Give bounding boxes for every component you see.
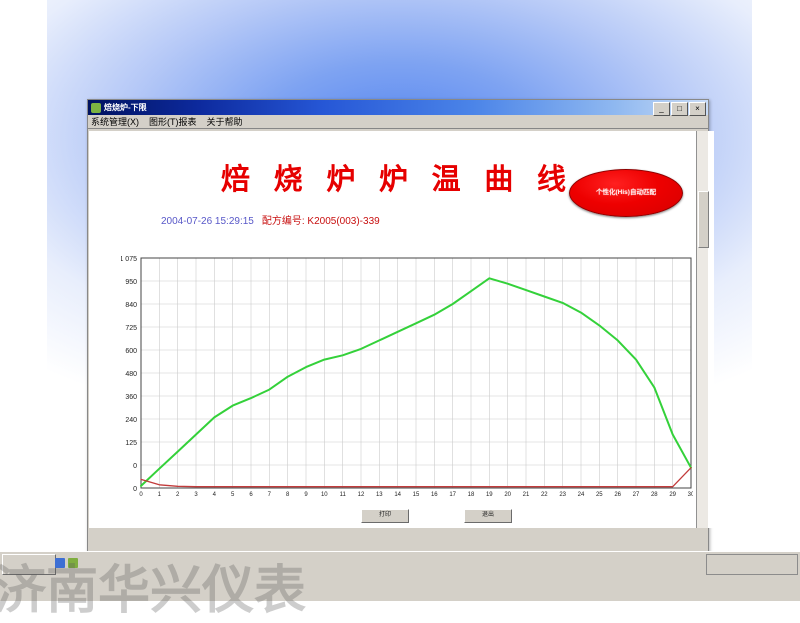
svg-text:0: 0 <box>133 463 137 470</box>
svg-text:24: 24 <box>578 492 585 496</box>
svg-text:28: 28 <box>651 492 658 496</box>
svg-text:23: 23 <box>559 492 566 496</box>
svg-text:16: 16 <box>431 492 438 496</box>
svg-text:5: 5 <box>231 492 235 496</box>
svg-text:11: 11 <box>340 492 347 496</box>
svg-text:7: 7 <box>268 492 272 496</box>
svg-text:3: 3 <box>194 492 198 496</box>
svg-text:6: 6 <box>249 492 253 496</box>
svg-text:360: 360 <box>125 394 137 401</box>
svg-text:21: 21 <box>523 492 530 496</box>
svg-text:25: 25 <box>596 492 603 496</box>
svg-text:27: 27 <box>633 492 640 496</box>
svg-text:8: 8 <box>286 492 290 496</box>
svg-text:13: 13 <box>376 492 383 496</box>
svg-text:12: 12 <box>358 492 365 496</box>
svg-text:14: 14 <box>394 492 401 496</box>
svg-text:4: 4 <box>213 492 217 496</box>
svg-text:26: 26 <box>614 492 621 496</box>
svg-text:20: 20 <box>504 492 511 496</box>
svg-text:9: 9 <box>304 492 308 496</box>
svg-text:725: 725 <box>125 325 137 332</box>
svg-text:19: 19 <box>486 492 493 496</box>
svg-text:15: 15 <box>413 492 420 496</box>
svg-text:29: 29 <box>669 492 676 496</box>
svg-text:240: 240 <box>125 417 137 424</box>
svg-text:22: 22 <box>541 492 548 496</box>
svg-text:10: 10 <box>321 492 328 496</box>
svg-text:950: 950 <box>125 279 137 286</box>
svg-text:30: 30 <box>688 492 693 496</box>
svg-text:1 075: 1 075 <box>121 256 137 263</box>
svg-text:18: 18 <box>468 492 475 496</box>
svg-text:840: 840 <box>125 302 137 309</box>
svg-text:17: 17 <box>449 492 456 496</box>
svg-text:480: 480 <box>125 371 137 378</box>
svg-text:600: 600 <box>125 348 137 355</box>
svg-text:2: 2 <box>176 492 180 496</box>
svg-text:0: 0 <box>139 492 143 496</box>
svg-text:125: 125 <box>125 440 137 447</box>
svg-text:1: 1 <box>158 492 162 496</box>
svg-text:0: 0 <box>133 486 137 493</box>
